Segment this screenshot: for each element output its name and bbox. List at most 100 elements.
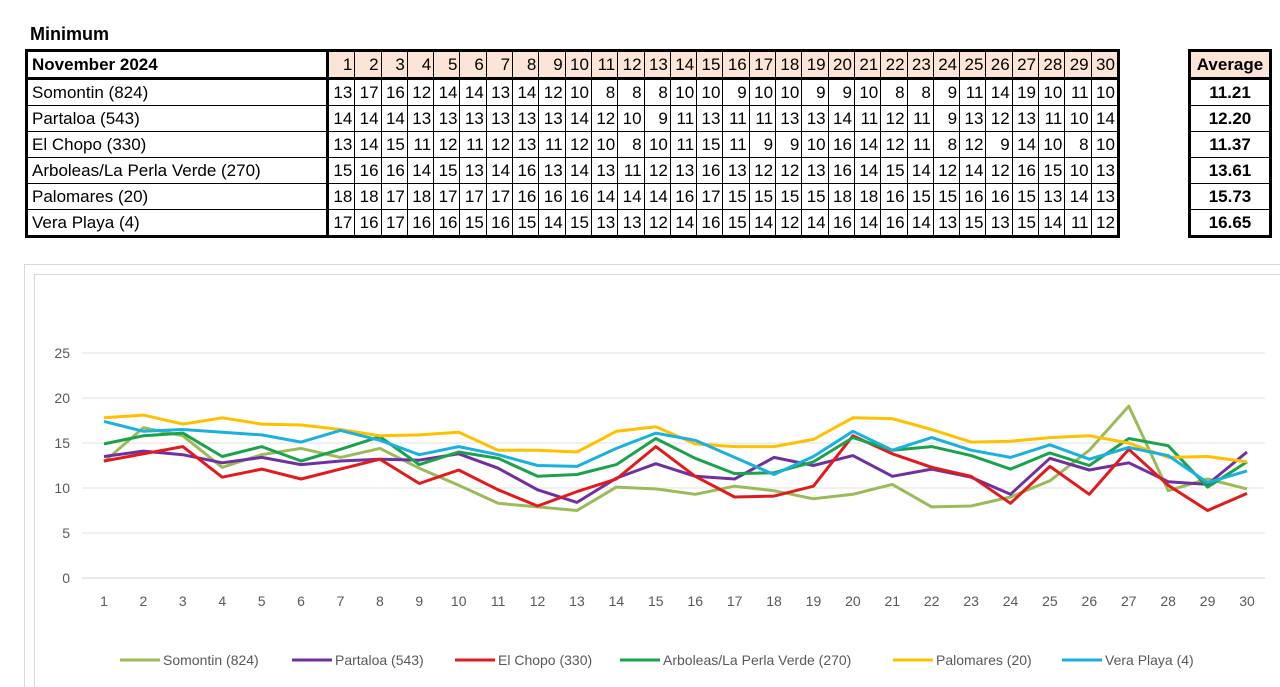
table-cell: 13	[959, 105, 987, 132]
day-header: 8	[512, 50, 540, 80]
table-cell: 14	[406, 157, 435, 184]
day-header: 4	[406, 50, 435, 80]
x-tick-label: 1	[100, 593, 108, 609]
series-line	[103, 419, 1248, 485]
x-tick-label: 30	[1239, 593, 1255, 609]
table-cell: 11	[669, 131, 698, 158]
table-cell: 12	[880, 105, 908, 132]
table-cell: 15	[696, 131, 724, 158]
table-cell: 13	[485, 105, 514, 132]
table-cell: 13	[985, 209, 1013, 237]
day-header: 7	[485, 50, 514, 80]
table-cell: 14	[985, 78, 1013, 106]
day-header: 30	[1090, 50, 1119, 80]
table-cell: 10	[748, 78, 777, 106]
table-cell: 10	[1064, 157, 1092, 184]
table-cell: 14	[459, 78, 487, 106]
table-cell: 17	[326, 209, 356, 237]
table-cell: 17	[485, 183, 514, 210]
table-cell: 9	[801, 78, 829, 106]
average-value: 11.37	[1189, 131, 1271, 158]
table-cell: 14	[853, 209, 882, 237]
table-cell: 14	[801, 209, 829, 237]
day-header: 24	[932, 50, 961, 80]
y-tick-label: 25	[54, 345, 70, 361]
chart-area	[34, 274, 1280, 687]
day-header: 26	[985, 50, 1013, 80]
x-tick-label: 24	[1003, 593, 1019, 609]
table-cell: 14	[1090, 105, 1119, 132]
month-label: November 2024	[26, 50, 329, 80]
average-header: Average	[1189, 50, 1271, 80]
day-header: 12	[617, 50, 645, 80]
series-line	[103, 434, 1248, 512]
table-cell: 18	[853, 183, 882, 210]
y-tick-label: 15	[54, 435, 70, 451]
day-header: 28	[1038, 50, 1066, 80]
table-cell: 15	[748, 183, 777, 210]
table-cell: 12	[485, 131, 514, 158]
table-cell: 14	[590, 183, 619, 210]
day-header: 22	[880, 50, 908, 80]
table-cell: 11	[1064, 78, 1092, 106]
station-name: Partaloa (543)	[26, 105, 329, 132]
table-cell: 13	[1090, 183, 1119, 210]
table-cell: 12	[775, 209, 803, 237]
table-cell: 13	[696, 105, 724, 132]
legend-label: Palomares (20)	[936, 652, 1032, 668]
day-header: 3	[380, 50, 408, 80]
table-cell: 10	[853, 78, 882, 106]
x-tick-label: 21	[884, 593, 900, 609]
x-tick-label: 18	[766, 593, 782, 609]
series-line	[103, 404, 1248, 512]
x-tick-label: 6	[297, 593, 305, 609]
table-cell: 14	[1038, 209, 1066, 237]
average-value: 15.73	[1189, 183, 1271, 210]
average-row: 15.73	[1189, 183, 1271, 210]
table-cell: 14	[853, 131, 882, 158]
table-cell: 16	[1011, 157, 1040, 184]
x-tick-label: 19	[806, 593, 822, 609]
x-tick-label: 15	[648, 593, 664, 609]
station-name: Palomares (20)	[26, 183, 329, 210]
x-tick-label: 13	[569, 593, 585, 609]
x-tick-label: 14	[609, 593, 625, 609]
legend-label: Somontin (824)	[163, 652, 259, 668]
x-tick-label: 9	[415, 593, 423, 609]
series-line	[103, 449, 1248, 504]
x-tick-label: 20	[845, 593, 861, 609]
table-cell: 19	[1011, 78, 1040, 106]
table-cell: 12	[985, 105, 1013, 132]
table-cell: 15	[1038, 157, 1066, 184]
station-name: Somontin (824)	[26, 78, 329, 106]
table-cell: 17	[380, 183, 408, 210]
table-cell: 13	[722, 157, 750, 184]
table-cell: 14	[564, 105, 592, 132]
x-tick-label: 4	[218, 593, 226, 609]
table-cell: 12	[932, 157, 961, 184]
table-cell: 10	[669, 78, 698, 106]
table-cell: 16	[827, 157, 855, 184]
table-cell: 11	[1064, 209, 1092, 237]
x-tick-label: 2	[140, 593, 148, 609]
table-cell: 12	[643, 209, 671, 237]
table-cell: 11	[617, 157, 645, 184]
table-cell: 13	[590, 209, 619, 237]
table-cell: 14	[1011, 131, 1040, 158]
table-cell: 14	[380, 105, 408, 132]
table-cell: 12	[406, 78, 435, 106]
table-cell: 15	[433, 157, 461, 184]
table-cell: 10	[590, 131, 619, 158]
y-tick-label: 0	[62, 570, 70, 586]
table-cell: 11	[459, 131, 487, 158]
table-cell: 12	[564, 131, 592, 158]
x-tick-label: 22	[924, 593, 940, 609]
y-tick-label: 10	[54, 480, 70, 496]
table-cell: 12	[959, 131, 987, 158]
table-cell: 15	[380, 131, 408, 158]
x-tick-label: 23	[963, 593, 979, 609]
day-header: 20	[827, 50, 855, 80]
table-cell: 9	[643, 105, 671, 132]
day-header: 16	[722, 50, 750, 80]
